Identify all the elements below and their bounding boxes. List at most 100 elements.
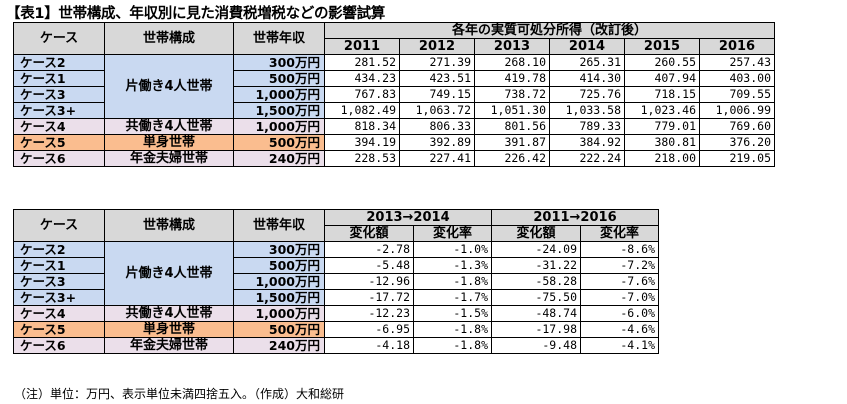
income-cell: 240万円	[233, 150, 325, 167]
income-cell: 1,000万円	[233, 273, 325, 290]
income-cell: 1,000万円	[233, 118, 325, 135]
value-cell: 769.60	[699, 118, 775, 135]
income-cell: 500万円	[233, 321, 325, 338]
household-group: 単身世帯	[104, 134, 234, 151]
income-cell: 500万円	[233, 134, 325, 151]
household-group: 年金夫婦世帯	[104, 337, 234, 354]
case-label: ケース3+	[13, 289, 105, 306]
value-cell: 414.30	[549, 70, 625, 87]
household-group: 共働き4人世帯	[104, 118, 234, 135]
value-cell: -6.0%	[580, 305, 659, 322]
income-cell: 500万円	[233, 257, 325, 274]
value-cell: 257.43	[699, 54, 775, 71]
value-cell: 260.55	[624, 54, 700, 71]
value-cell: -1.5%	[413, 305, 492, 322]
value-cell: 222.24	[549, 150, 625, 167]
value-cell: 403.00	[699, 70, 775, 87]
case-label: ケース1	[13, 70, 105, 87]
header-household-structure: 世帯構成	[104, 209, 234, 242]
value-cell: -7.0%	[580, 289, 659, 306]
household-group: 単身世帯	[104, 321, 234, 338]
value-cell: -8.6%	[580, 241, 659, 258]
header-household-structure: 世帯構成	[104, 22, 234, 55]
value-cell: -1.7%	[413, 289, 492, 306]
case-label: ケース2	[13, 241, 105, 258]
value-cell: -1.8%	[413, 337, 492, 354]
footnote: （注）単位：万円、表示単位未満四捨五入。（作成）大和総研	[14, 387, 345, 401]
table-row: ケース3+ 1,500万円 -17.72 -1.7% -75.50 -7.0%	[13, 289, 659, 306]
case-label: ケース3	[13, 86, 105, 103]
income-cell: 1,500万円	[233, 102, 325, 119]
household-group: 年金夫婦世帯	[104, 150, 234, 167]
value-cell: -2.78	[324, 241, 414, 258]
value-cell: -17.72	[324, 289, 414, 306]
value-cell: 281.52	[324, 54, 400, 71]
table-row: ケース5 単身世帯 500万円 394.19 392.89 391.87 384…	[13, 134, 775, 151]
income-cell: 300万円	[233, 241, 325, 258]
header-year: 2013	[474, 38, 550, 55]
value-cell: -24.09	[491, 241, 581, 258]
header-period-2011-2016: 2011→2016	[491, 209, 659, 226]
value-cell: 380.81	[624, 134, 700, 151]
value-cell: 219.05	[699, 150, 775, 167]
value-cell: 1,023.46	[624, 102, 700, 119]
value-cell: -6.95	[324, 321, 414, 338]
case-label: ケース3	[13, 273, 105, 290]
value-cell: 227.41	[399, 150, 475, 167]
value-cell: 779.01	[624, 118, 700, 135]
value-cell: -7.2%	[580, 257, 659, 274]
value-cell: 392.89	[399, 134, 475, 151]
value-cell: 725.76	[549, 86, 625, 103]
value-cell: -31.22	[491, 257, 581, 274]
header-disposable-income: 各年の実質可処分所得（改訂後）	[324, 22, 775, 39]
table-row: ケース2 片働き4人世帯 300万円 -2.78 -1.0% -24.09 -8…	[13, 241, 659, 306]
value-cell: 1,033.58	[549, 102, 625, 119]
header-year: 2015	[624, 38, 700, 55]
value-cell: -9.48	[491, 337, 581, 354]
table-row: ケース4 共働き4人世帯 1,000万円 -12.23 -1.5% -48.74…	[13, 305, 659, 322]
value-cell: -1.3%	[413, 257, 492, 274]
header-case: ケース	[13, 209, 105, 242]
value-cell: -1.8%	[413, 321, 492, 338]
value-cell: 818.34	[324, 118, 400, 135]
table-row: ケース6 年金夫婦世帯 240万円 -4.18 -1.8% -9.48 -4.1…	[13, 337, 659, 354]
value-cell: 1,082.49	[324, 102, 400, 119]
disposable-income-table: ケース 世帯構成 世帯年収 各年の実質可処分所得（改訂後） 2011 2012 …	[13, 22, 775, 167]
value-cell: 738.72	[474, 86, 550, 103]
table-row: ケース5 単身世帯 500万円 -6.95 -1.8% -17.98 -4.6%	[13, 321, 659, 338]
value-cell: 218.00	[624, 150, 700, 167]
value-cell: 268.10	[474, 54, 550, 71]
header-change-rate: 変化率	[413, 225, 492, 242]
value-cell: -48.74	[491, 305, 581, 322]
value-cell: -12.23	[324, 305, 414, 322]
case-label: ケース3+	[13, 102, 105, 119]
value-cell: -5.48	[324, 257, 414, 274]
value-cell: 806.33	[399, 118, 475, 135]
value-cell: 789.33	[549, 118, 625, 135]
value-cell: 709.55	[699, 86, 775, 103]
table-row: ケース4 共働き4人世帯 1,000万円 818.34 806.33 801.5…	[13, 118, 775, 135]
income-cell: 240万円	[233, 337, 325, 354]
case-label: ケース4	[13, 118, 105, 135]
table-row: ケース3 1,000万円 767.83 749.15 738.72 725.76…	[13, 86, 775, 103]
value-cell: -17.98	[491, 321, 581, 338]
value-cell: 434.23	[324, 70, 400, 87]
header-change-amount: 変化額	[324, 225, 414, 242]
household-group: 共働き4人世帯	[104, 305, 234, 322]
table-row: ケース6 年金夫婦世帯 240万円 228.53 227.41 226.42 2…	[13, 150, 775, 167]
header-year: 2012	[399, 38, 475, 55]
value-cell: -4.18	[324, 337, 414, 354]
header-change-amount: 変化額	[491, 225, 581, 242]
value-cell: 384.92	[549, 134, 625, 151]
case-label: ケース2	[13, 54, 105, 71]
table-row: ケース1 500万円 -5.48 -1.3% -31.22 -7.2%	[13, 257, 659, 274]
value-cell: -58.28	[491, 273, 581, 290]
case-label: ケース5	[13, 134, 105, 151]
value-cell: 271.39	[399, 54, 475, 71]
value-cell: 226.42	[474, 150, 550, 167]
case-label: ケース4	[13, 305, 105, 322]
value-cell: 394.19	[324, 134, 400, 151]
household-group: 片働き4人世帯	[104, 241, 234, 306]
value-cell: -1.0%	[413, 241, 492, 258]
value-cell: -1.8%	[413, 273, 492, 290]
